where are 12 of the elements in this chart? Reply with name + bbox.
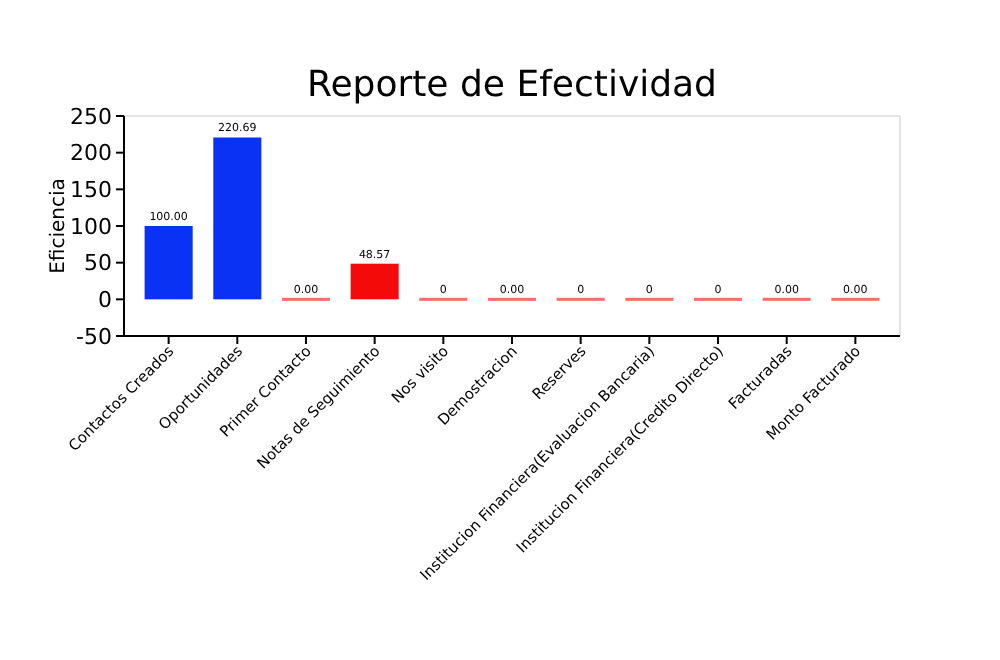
bar bbox=[213, 137, 262, 300]
y-tick-label: 50 bbox=[84, 250, 112, 277]
y-tick-label: 150 bbox=[70, 177, 112, 204]
y-tick-label: 250 bbox=[70, 103, 112, 130]
chart-title: Reporte de Efectividad bbox=[307, 64, 717, 106]
y-tick-label: 200 bbox=[70, 140, 112, 167]
y-tick-label: 0 bbox=[98, 287, 112, 314]
y-axis-title: Eficiencia bbox=[48, 178, 70, 274]
bar bbox=[144, 226, 193, 300]
bar bbox=[350, 263, 399, 300]
y-tick-label: -50 bbox=[76, 323, 112, 350]
y-tick-label: 100 bbox=[70, 213, 112, 240]
